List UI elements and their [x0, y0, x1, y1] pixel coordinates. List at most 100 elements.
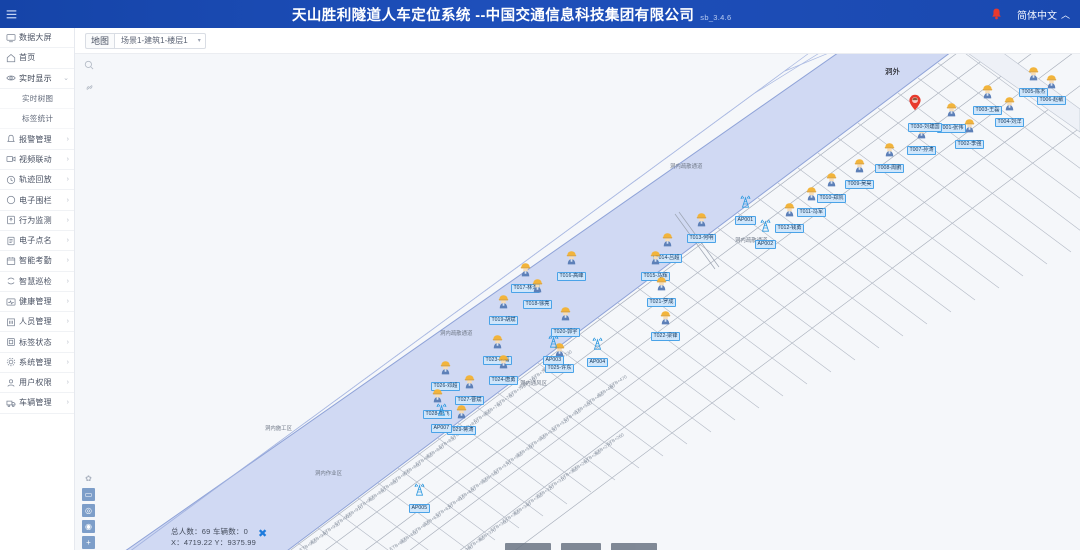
- base-station-marker[interactable]: AP002: [755, 218, 776, 250]
- person-marker[interactable]: T027-曹斌: [455, 374, 484, 406]
- base-station-marker[interactable]: AP003: [543, 334, 564, 366]
- map-canvas[interactable]: ✿▭◎◉+− ETB+950ETB+940ETB+930ETB+920ETB+9…: [75, 54, 1080, 550]
- person-marker[interactable]: T015-马辉: [641, 250, 670, 282]
- person-marker[interactable]: T011-冯军: [797, 186, 826, 218]
- person-marker[interactable]: T013-何明: [687, 212, 716, 244]
- base-station-tag: AP003: [543, 348, 564, 366]
- language-switch[interactable]: 简体中文 ︿: [1017, 7, 1070, 22]
- person-marker[interactable]: T008-周鹏: [875, 142, 904, 174]
- person-tag-label: T023-宋磊: [483, 356, 512, 365]
- person-tag-label: T024-唐勇: [489, 376, 518, 385]
- sidebar-item-18[interactable]: 车辆管理 ›: [0, 393, 74, 414]
- sidebar-item-16[interactable]: 系统管理 ›: [0, 352, 74, 374]
- base-station-tag: AP001: [735, 208, 756, 226]
- person-icon: [817, 172, 846, 187]
- base-station-tag-label: AP005: [409, 504, 430, 513]
- sidebar-item-0[interactable]: 数据大屏: [0, 28, 74, 49]
- sidebar-item-label: 行为监测: [19, 215, 52, 225]
- antenna-icon: [735, 194, 756, 209]
- person-marker[interactable]: T023-宋磊: [483, 334, 512, 366]
- menu-collapse-icon[interactable]: [0, 0, 22, 28]
- rollcall-icon: [5, 235, 16, 246]
- person-tag-label: T013-何明: [687, 234, 716, 243]
- alarm-location-marker[interactable]: T030-刘建国: [908, 94, 943, 133]
- person-icon: [973, 84, 1002, 99]
- location-pin-icon: [908, 94, 922, 115]
- person-marker[interactable]: T020-郭宇: [551, 306, 580, 338]
- person-marker[interactable]: T016-高峰: [557, 250, 586, 282]
- sidebar-item-label: 实时树图: [22, 94, 54, 104]
- person-marker[interactable]: T006-赵敏: [1037, 74, 1066, 106]
- scene-select[interactable]: 场景1-建筑1-楼层1 ▾: [114, 32, 206, 49]
- sidebar-item-14[interactable]: 人员管理 ›: [0, 312, 74, 333]
- base-station-marker[interactable]: AP001: [735, 194, 756, 226]
- outside-tunnel-label: 洞外: [885, 67, 900, 76]
- sidebar-item-13[interactable]: 健康管理 ›: [0, 291, 74, 313]
- zoom-in-tool[interactable]: +: [82, 536, 95, 549]
- person-marker[interactable]: T001-张伟: [937, 102, 966, 134]
- person-marker[interactable]: T010-郑凯: [817, 172, 846, 204]
- person-tag-label: T027-曹斌: [455, 396, 484, 405]
- alarm-bell-icon[interactable]: [989, 0, 1005, 28]
- person-marker[interactable]: T028-彭飞: [423, 388, 452, 420]
- person-marker[interactable]: T002-李强: [955, 118, 984, 150]
- personnel-icon: [5, 316, 16, 327]
- person-tag-label: T002-李强: [955, 140, 984, 149]
- person-marker[interactable]: T005-陈杰: [1019, 66, 1048, 98]
- sidebar-item-6[interactable]: 视频联动 ›: [0, 149, 74, 171]
- sidebar-item-12[interactable]: 智慧巡检 ›: [0, 271, 74, 292]
- person-marker[interactable]: T003-王磊: [973, 84, 1002, 116]
- base-station-marker[interactable]: AP007: [431, 402, 452, 434]
- person-marker[interactable]: T029-蒋涛: [447, 404, 476, 436]
- sidebar-item-label: 用户权限: [19, 378, 52, 388]
- person-icon: [489, 354, 518, 369]
- user-icon: [5, 377, 16, 388]
- person-marker[interactable]: T014-吕超: [653, 232, 682, 264]
- sidebar-item-8[interactable]: 电子围栏 ›: [0, 190, 74, 211]
- link-icon[interactable]: [82, 80, 96, 94]
- sidebar-item-1[interactable]: 首页: [0, 48, 74, 69]
- person-tag: T007-孙涛: [907, 138, 936, 156]
- search-icon[interactable]: [82, 58, 96, 72]
- sidebar-item-4[interactable]: 标签统计: [0, 109, 74, 130]
- behavior-icon: [5, 215, 16, 226]
- person-icon: [845, 158, 874, 173]
- center-tool[interactable]: ◉: [82, 520, 95, 533]
- measure-tool[interactable]: ▭: [82, 488, 95, 501]
- locate-circle-tool[interactable]: ◎: [82, 504, 95, 517]
- base-station-marker[interactable]: AP005: [409, 482, 430, 514]
- sidebar-item-7[interactable]: 轨迹回放 ›: [0, 170, 74, 191]
- person-icon: [875, 142, 904, 157]
- person-marker[interactable]: T018-徐亮: [523, 278, 552, 310]
- sidebar-item-11[interactable]: 智能考勤 ›: [0, 251, 74, 272]
- truck-icon: [5, 397, 16, 408]
- zone-label: 洞内疏散通道: [440, 331, 473, 337]
- person-marker[interactable]: T021-罗成: [647, 276, 676, 308]
- sidebar-item-3[interactable]: 实时树图: [0, 88, 74, 110]
- person-marker[interactable]: T026-邓超: [431, 360, 460, 392]
- person-marker[interactable]: T004-刘洋: [995, 96, 1024, 128]
- person-tag-label: T005-陈杰: [1019, 88, 1048, 97]
- chevron-up-icon: ︿: [1060, 9, 1070, 20]
- sidebar-item-2[interactable]: 实时显示 ⌄: [0, 68, 74, 89]
- person-icon: [653, 232, 682, 247]
- person-tag: T012-钱勇: [775, 216, 804, 234]
- base-station-tag-label: AP003: [543, 356, 564, 365]
- close-icon[interactable]: ✖: [258, 528, 268, 540]
- sidebar-item-9[interactable]: 行为监测 ›: [0, 210, 74, 231]
- person-marker[interactable]: T022-梁锋: [651, 310, 680, 342]
- fence-circle-icon: [5, 195, 16, 206]
- settings-tool[interactable]: ✿: [85, 474, 92, 483]
- sidebar-item-17[interactable]: 用户权限 ›: [0, 373, 74, 394]
- person-marker[interactable]: T024-唐勇: [489, 354, 518, 386]
- base-station-marker[interactable]: AP004: [587, 336, 608, 368]
- sidebar-item-label: 首页: [19, 53, 36, 63]
- person-marker[interactable]: T012-钱勇: [775, 202, 804, 234]
- person-tag: T022-梁锋: [651, 324, 680, 342]
- person-tag-label: T006-赵敏: [1037, 96, 1066, 105]
- sidebar-item-5[interactable]: 报警管理 ›: [0, 129, 74, 150]
- sidebar-item-10[interactable]: 电子点名 ›: [0, 230, 74, 252]
- sidebar-item-15[interactable]: 标签状态 ›: [0, 332, 74, 353]
- person-marker[interactable]: T009-吴昊: [845, 158, 874, 190]
- person-marker[interactable]: T019-胡斌: [489, 294, 518, 326]
